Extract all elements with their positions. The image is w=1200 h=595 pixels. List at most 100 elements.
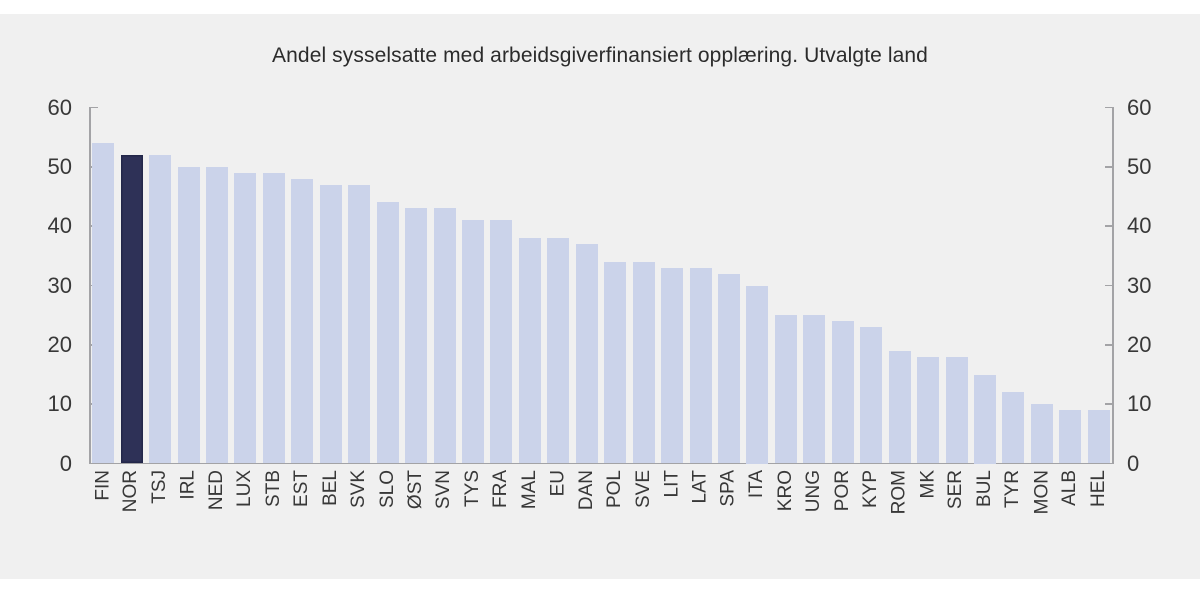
bar (888, 350, 911, 464)
x-tick-label: ITA (746, 470, 768, 499)
y-axis-left-tick (89, 462, 98, 465)
bar (746, 285, 769, 464)
bar (1087, 410, 1110, 464)
bar (376, 202, 399, 464)
bar (1030, 404, 1053, 464)
y-axis-left-tick-label: 40 (47, 213, 72, 239)
x-tick-label: EST (291, 470, 313, 507)
bar (803, 315, 826, 464)
bar (92, 143, 115, 464)
bar (547, 238, 570, 464)
x-tick-label: SLO (376, 470, 398, 509)
x-tick-label: KRO (774, 470, 796, 512)
y-axis-right-tick-label: 20 (1127, 331, 1152, 357)
y-axis-right-tick (1104, 344, 1113, 346)
bar (718, 273, 740, 464)
bar (433, 208, 456, 464)
y-axis-right-tick-label: 0 (1127, 450, 1140, 476)
x-tick-label: TYR (1002, 470, 1024, 508)
bar (177, 166, 200, 464)
chart-panel-background (0, 14, 1200, 579)
y-axis-right-tick (1104, 225, 1113, 227)
bar (860, 327, 883, 464)
bar (974, 374, 996, 464)
y-axis-right-tick-label: 40 (1127, 213, 1152, 239)
x-tick-label: NED (206, 470, 227, 511)
bar (1002, 392, 1025, 464)
bar (518, 238, 541, 464)
x-tick-label: LUX (234, 470, 256, 507)
y-axis-right-tick (1104, 462, 1113, 465)
x-tick-label: SVN (433, 470, 455, 510)
x-tick-label: BUL (974, 470, 995, 507)
bar (1059, 410, 1082, 464)
x-tick-label: HEL (1087, 470, 1109, 507)
y-axis-right-tick (1104, 403, 1113, 405)
x-tick-label: ØST (405, 470, 427, 510)
x-tick-label: BEL (319, 470, 341, 506)
x-tick-label: SER (945, 470, 967, 510)
bar (917, 356, 940, 464)
bar (149, 154, 172, 464)
bar (490, 220, 513, 464)
x-tick-label: FRA (490, 470, 512, 508)
x-tick-label: SVE (632, 470, 654, 509)
x-tick-label: STB (262, 470, 284, 507)
bar (661, 267, 684, 464)
x-tick-label: TYS (462, 470, 483, 507)
bar (405, 208, 428, 464)
bar (689, 267, 712, 464)
bar (831, 321, 854, 464)
y-axis-right-tick (1104, 106, 1113, 109)
y-axis-left-tick-label: 50 (47, 153, 72, 179)
x-tick-label: MAL (518, 470, 540, 510)
bar (774, 315, 797, 464)
x-tick-label: ALB (1059, 470, 1081, 506)
x-tick-label: KYP (860, 470, 882, 509)
x-tick-label: SVK (348, 470, 370, 509)
x-tick-label: DAN (575, 470, 597, 511)
bar (234, 172, 257, 464)
bar (462, 220, 484, 464)
x-axis-line (89, 462, 1114, 465)
chart-title: Andel sysselsatte med arbeidsgiverfinans… (272, 44, 928, 67)
y-axis-left-tick (89, 106, 98, 109)
x-tick-label: ROM (888, 470, 910, 515)
x-tick-label: SPA (718, 470, 739, 507)
bar-highlighted (120, 154, 143, 464)
y-axis-left-tick-label: 0 (59, 450, 72, 476)
y-axis-left-tick-label: 10 (47, 391, 72, 417)
x-tick-label: MON (1030, 470, 1052, 515)
bar (262, 172, 285, 464)
bar (632, 261, 655, 464)
bar (604, 261, 627, 464)
y-axis-left-tick-label: 20 (47, 331, 72, 357)
x-tick-label: IRL (177, 470, 199, 500)
x-tick-label: POR (831, 470, 853, 512)
y-axis-right-tick-label: 50 (1127, 153, 1152, 179)
x-tick-label: MK (917, 470, 939, 499)
x-tick-label: NOR (120, 470, 142, 513)
bar (291, 178, 314, 464)
bar (206, 166, 228, 464)
x-tick-label: POL (604, 470, 626, 509)
y-axis-right-tick-label: 10 (1127, 391, 1152, 417)
bar (348, 184, 371, 464)
x-tick-label: FIN (92, 470, 114, 501)
y-axis-right-tick-label: 60 (1127, 94, 1152, 120)
y-axis-left-tick-label: 30 (47, 272, 72, 298)
y-axis-left-tick-label: 60 (47, 94, 72, 120)
x-tick-label: TSJ (149, 470, 171, 504)
y-axis-right-tick-label: 30 (1127, 272, 1152, 298)
x-tick-label: LAT (689, 470, 711, 504)
bar (575, 243, 598, 464)
y-axis-right-tick (1104, 166, 1113, 168)
x-tick-label: EU (547, 470, 569, 497)
x-tick-label: UNG (803, 470, 825, 513)
y-axis-right-line (1112, 107, 1114, 464)
x-tick-label: LIT (661, 470, 683, 498)
y-axis-right-tick (1104, 284, 1113, 287)
bar (945, 356, 968, 464)
bar (319, 184, 342, 464)
